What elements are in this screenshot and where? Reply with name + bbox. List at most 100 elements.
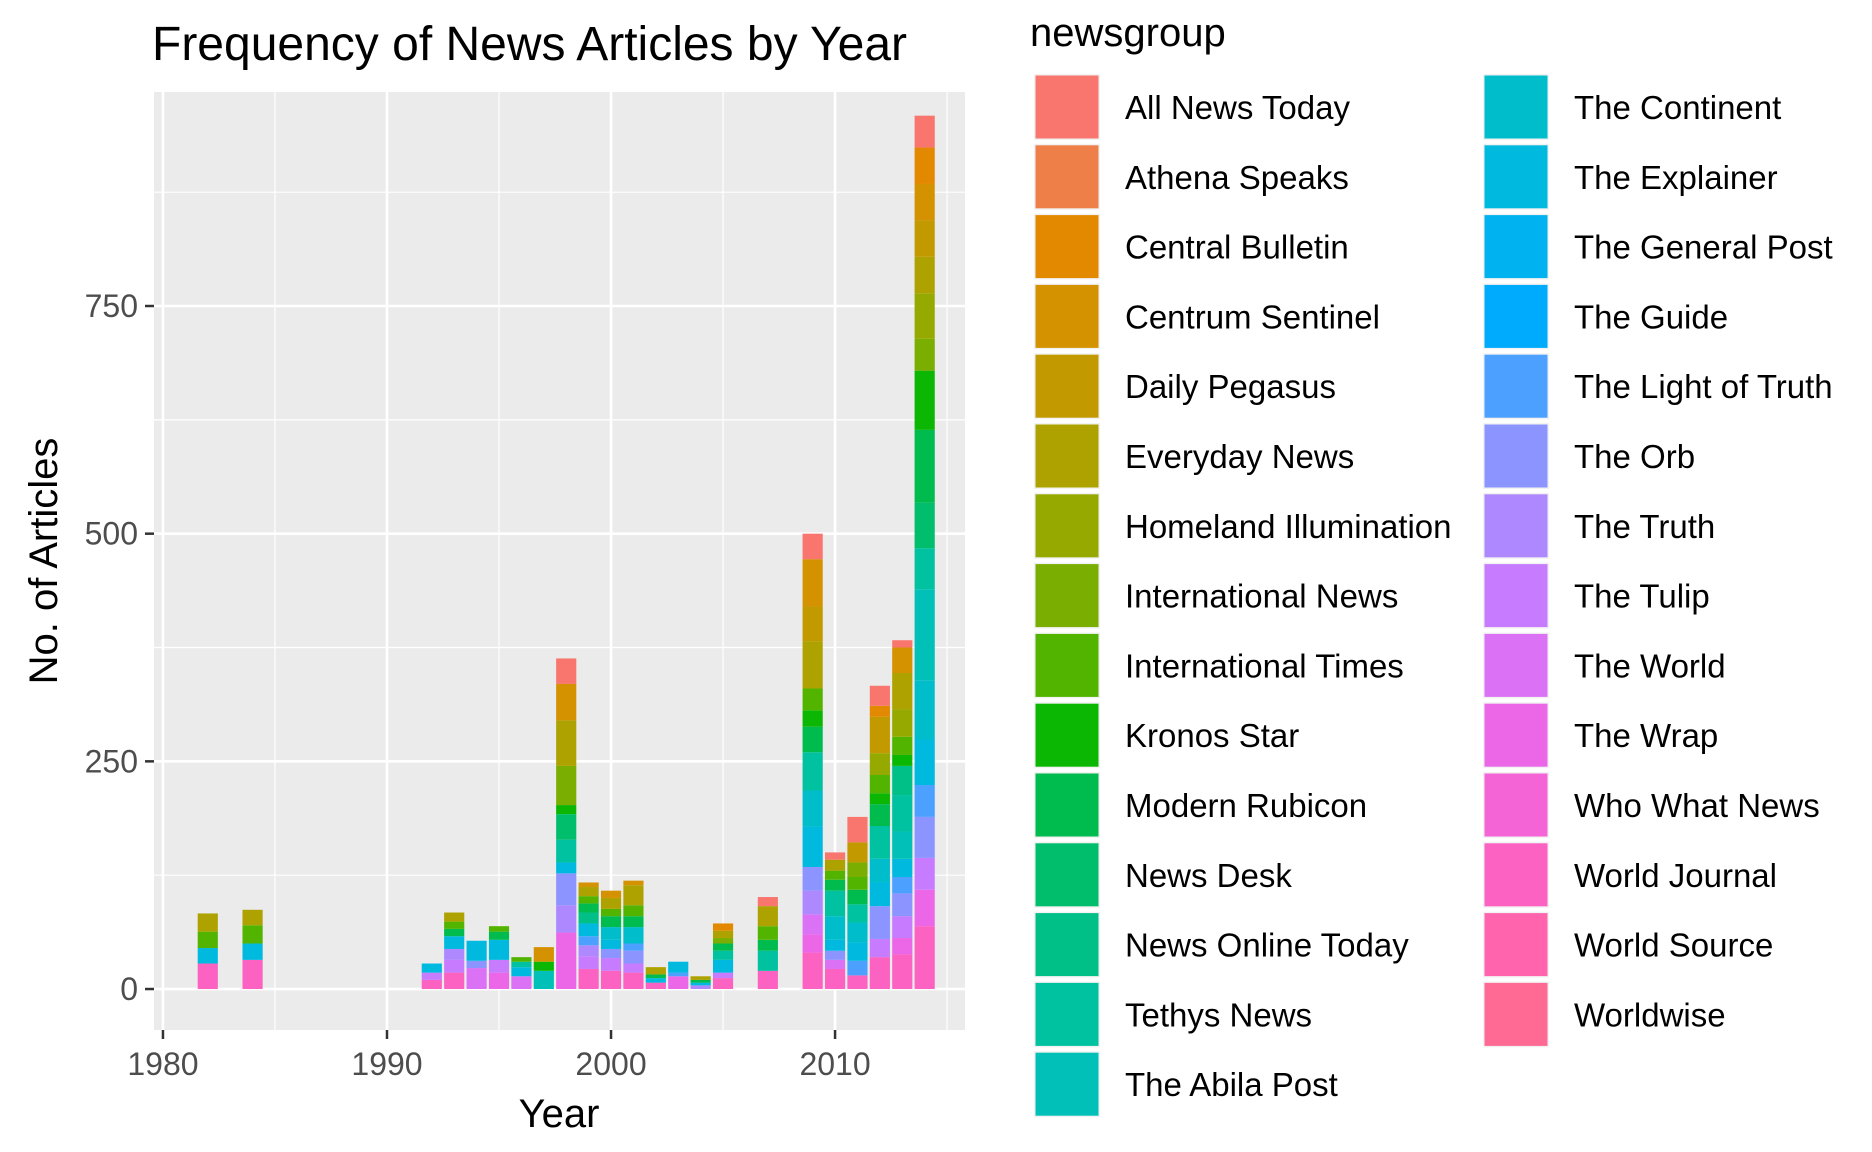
bar-segment	[914, 256, 935, 294]
legend-label: The Wrap	[1574, 717, 1718, 754]
bar-segment	[623, 916, 644, 928]
legend-key	[1484, 773, 1548, 837]
bar-segment	[645, 978, 666, 983]
y-tick-label: 500	[85, 516, 138, 552]
bar-segment	[869, 753, 890, 776]
legend-label: Worldwise	[1574, 996, 1726, 1033]
legend-label: International News	[1125, 578, 1398, 615]
bar-segment	[824, 890, 846, 917]
bar-segment	[869, 804, 890, 827]
bar-segment	[802, 606, 823, 642]
bar-segment	[466, 968, 487, 990]
bar-segment	[824, 852, 846, 860]
bar-segment	[757, 970, 778, 990]
bar-segment	[578, 956, 599, 969]
bar-segment	[578, 887, 599, 897]
bar-segment	[578, 903, 599, 913]
bar-segment	[197, 948, 218, 964]
bar-segment	[802, 726, 823, 753]
bar-segment	[869, 882, 890, 907]
bar-segment	[556, 814, 577, 840]
bar-segment	[197, 931, 218, 949]
legend-label: World Source	[1574, 927, 1773, 964]
legend-label: The Truth	[1574, 508, 1715, 545]
bar-segment	[712, 972, 734, 979]
bar-segment	[757, 950, 778, 971]
legend-key	[1035, 494, 1099, 558]
legend-key	[1484, 494, 1548, 558]
bar-segment	[824, 939, 846, 951]
legend-label: The Abila Post	[1125, 1066, 1338, 1103]
bar-segment	[914, 889, 935, 927]
legend-label: All News Today	[1125, 89, 1350, 126]
bar-segment	[556, 862, 577, 874]
bar-segment	[824, 916, 846, 940]
bar-segment	[824, 959, 846, 969]
y-tick-label: 750	[85, 288, 138, 324]
bar-segment	[847, 889, 868, 905]
legend-label: News Online Today	[1125, 927, 1409, 964]
bar-segment	[914, 502, 935, 549]
legend-key	[1484, 145, 1548, 209]
bar-segment	[556, 932, 577, 990]
legend-key	[1035, 354, 1099, 418]
legend-label: The Explainer	[1574, 159, 1778, 196]
bar-segment	[712, 930, 734, 939]
legend-key	[1484, 215, 1548, 279]
bar-segment	[847, 816, 868, 843]
bars	[197, 115, 935, 990]
legend-label: The Tulip	[1574, 578, 1710, 615]
bar-segment	[488, 931, 510, 940]
bar-segment	[757, 926, 778, 940]
bar-segment	[578, 912, 599, 924]
legend-key	[1035, 75, 1099, 139]
bar-segment	[712, 923, 734, 931]
bar-segment	[802, 826, 823, 867]
bar-segment	[444, 972, 465, 990]
bar-segment	[556, 873, 577, 906]
legend-key	[1035, 145, 1099, 209]
legend-key	[1484, 703, 1548, 767]
bar-segment	[668, 972, 689, 977]
bar-segment	[712, 950, 734, 960]
bar-segment	[914, 370, 935, 430]
y-tick-label: 250	[85, 743, 138, 779]
x-tick-label: 1990	[351, 1046, 422, 1082]
bar-segment	[511, 976, 532, 990]
bar-segment	[600, 948, 622, 959]
bar-segment	[712, 943, 734, 951]
legend-key	[1484, 913, 1548, 977]
bar-segment	[242, 943, 263, 960]
bar-segment	[444, 921, 465, 929]
legend-key	[1484, 633, 1548, 697]
bar-segment	[242, 959, 263, 990]
legend-label: The Light of Truth	[1574, 368, 1833, 405]
legend-label: Centrum Sentinel	[1125, 298, 1380, 335]
bar-segment	[600, 908, 622, 917]
bar-segment	[623, 880, 644, 886]
bar-segment	[869, 793, 890, 805]
bar-segment	[197, 913, 218, 932]
bar-segment	[914, 816, 935, 858]
bar-segment	[914, 183, 935, 221]
bar-segment	[824, 968, 846, 990]
y-tick-label: 0	[120, 971, 138, 1007]
bar-segment	[600, 939, 622, 949]
legend-label: The Guide	[1574, 298, 1728, 335]
bar-segment	[578, 945, 599, 957]
bar-segment	[690, 979, 711, 983]
bar-segment	[847, 877, 868, 890]
legend-label: The World	[1574, 647, 1726, 684]
bar-segment	[914, 926, 935, 990]
bar-segment	[802, 890, 823, 915]
legend-key	[1035, 284, 1099, 348]
bar-segment	[645, 974, 666, 979]
bar-segment	[802, 790, 823, 827]
bar-segment	[847, 862, 868, 878]
bar-segment	[668, 961, 689, 973]
bar-segment	[623, 927, 644, 944]
chart-title: Frequency of News Articles by Year	[152, 18, 907, 71]
legend-key	[1035, 1052, 1099, 1116]
bar-segment	[847, 842, 868, 863]
bar-segment	[847, 904, 868, 923]
